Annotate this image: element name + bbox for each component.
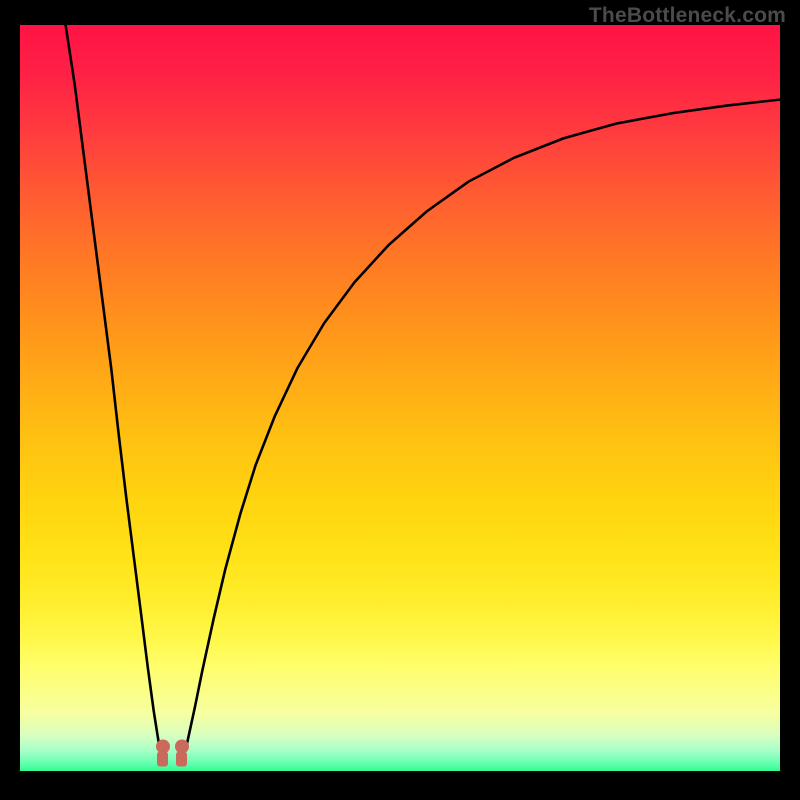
chart-container: TheBottleneck.com (0, 0, 800, 800)
anchor-right-stem (176, 752, 187, 767)
plot-area (20, 25, 780, 771)
anchor-right (175, 740, 189, 767)
markers-layer (20, 25, 780, 771)
anchor-left-stem (157, 752, 168, 767)
anchor-left (156, 740, 170, 767)
watermark-text: TheBottleneck.com (589, 4, 786, 28)
